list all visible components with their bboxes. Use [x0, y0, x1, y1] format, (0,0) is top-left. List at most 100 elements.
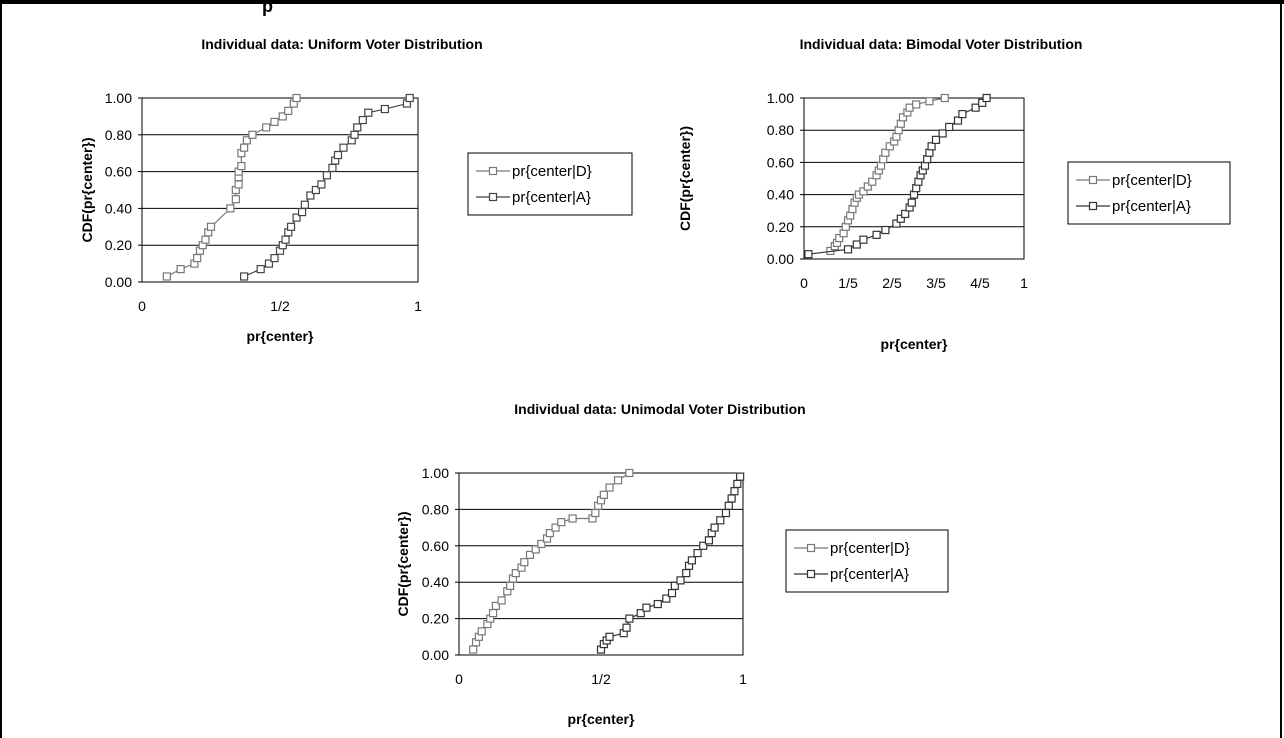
y-tick-label: 0.20 — [422, 611, 449, 627]
y-tick-label: 0.80 — [105, 127, 132, 143]
data-point — [405, 93, 414, 103]
data-point — [868, 177, 877, 186]
x-axis-label: pr{center} — [568, 711, 635, 727]
data-point — [193, 253, 202, 263]
data-point — [931, 135, 941, 144]
data-point — [278, 112, 287, 121]
legend-label: pr{center|D} — [1112, 172, 1192, 189]
y-tick-label: 1.00 — [105, 90, 132, 106]
legend-marker — [806, 543, 816, 553]
data-point — [591, 508, 600, 518]
x-tick-label: 1 — [739, 671, 747, 687]
data-point — [896, 214, 905, 223]
data-point — [292, 213, 301, 222]
data-point — [242, 136, 251, 145]
data-point — [256, 265, 265, 274]
data-point — [982, 93, 991, 103]
data-point — [653, 599, 662, 609]
data-point — [605, 632, 614, 641]
data-point — [506, 581, 515, 590]
legend-label: pr{center|D} — [512, 163, 592, 180]
data-point — [682, 568, 691, 578]
data-point — [905, 103, 914, 112]
legend-marker — [806, 569, 816, 579]
data-point — [206, 222, 216, 231]
data-point — [297, 207, 307, 217]
data-point — [971, 103, 980, 112]
data-point — [248, 130, 257, 139]
y-tick-label: 0.00 — [767, 251, 794, 267]
data-point — [730, 487, 739, 496]
chart-3: Individual data: Unimodal Voter Distribu… — [395, 401, 949, 727]
data-point — [852, 240, 861, 249]
data-point — [859, 235, 868, 244]
data-point — [525, 550, 535, 560]
data-point — [953, 116, 963, 125]
data-point — [469, 645, 478, 654]
data-point — [557, 518, 566, 527]
x-tick-label: 0 — [455, 671, 463, 687]
data-point — [322, 171, 332, 180]
legend-marker — [488, 192, 498, 202]
data-point — [901, 209, 910, 219]
data-point — [240, 272, 249, 281]
x-tick-label: 1/5 — [838, 275, 858, 291]
plot-area — [803, 97, 1025, 260]
y-tick-label: 0.20 — [105, 237, 132, 253]
data-point — [721, 508, 731, 518]
data-point — [605, 483, 614, 492]
chart-2: Individual data: Bimodal Voter Distribut… — [677, 36, 1231, 352]
y-tick-label: 0.40 — [105, 200, 132, 216]
x-tick-label: 0 — [138, 298, 146, 314]
data-point — [881, 148, 890, 157]
data-point — [380, 104, 389, 114]
data-point — [317, 180, 326, 189]
data-point — [240, 143, 249, 152]
data-point — [264, 259, 274, 268]
data-point — [234, 180, 243, 189]
data-point — [300, 200, 309, 209]
data-point — [262, 123, 271, 132]
data-point — [898, 113, 908, 122]
data-point — [286, 222, 296, 231]
y-tick-label: 0.00 — [422, 647, 449, 663]
data-point — [704, 536, 714, 545]
legend-label: pr{center|D} — [830, 540, 910, 557]
data-point — [491, 601, 501, 610]
data-point — [925, 97, 934, 106]
y-axis-label: CDF(pr{center}) — [395, 511, 411, 616]
data-point — [978, 98, 987, 107]
plot-area — [141, 97, 419, 283]
data-point — [306, 191, 315, 200]
data-point — [907, 198, 916, 207]
data-point — [927, 142, 936, 151]
data-point — [231, 195, 240, 204]
y-tick-label: 0.60 — [105, 164, 132, 180]
data-point — [863, 182, 872, 191]
y-tick-label: 0.40 — [422, 574, 449, 590]
data-point — [237, 161, 246, 171]
y-tick-label: 0.60 — [767, 154, 794, 170]
x-tick-label: 2/5 — [882, 275, 902, 291]
data-point — [270, 117, 279, 127]
y-tick-label: 0.20 — [767, 219, 794, 235]
legend-marker — [488, 166, 498, 176]
chart-1: Individual data: Uniform Voter Distribut… — [79, 36, 633, 344]
data-point — [568, 514, 577, 523]
data-point — [835, 233, 844, 243]
y-tick-label: 1.00 — [422, 465, 449, 481]
data-point — [662, 594, 671, 603]
data-point — [938, 129, 947, 138]
legend-box — [467, 152, 633, 216]
x-tick-label: 1 — [1020, 275, 1028, 291]
data-point — [511, 568, 520, 578]
legend-box — [785, 529, 949, 593]
data-point — [625, 614, 634, 623]
data-point — [736, 472, 745, 481]
legend-label: pr{center|A} — [512, 189, 591, 206]
legend-marker — [1088, 201, 1098, 211]
header-fragment: p — [262, 0, 273, 16]
data-point — [339, 143, 348, 152]
chart-title: Individual data: Unimodal Voter Distribu… — [514, 401, 805, 417]
